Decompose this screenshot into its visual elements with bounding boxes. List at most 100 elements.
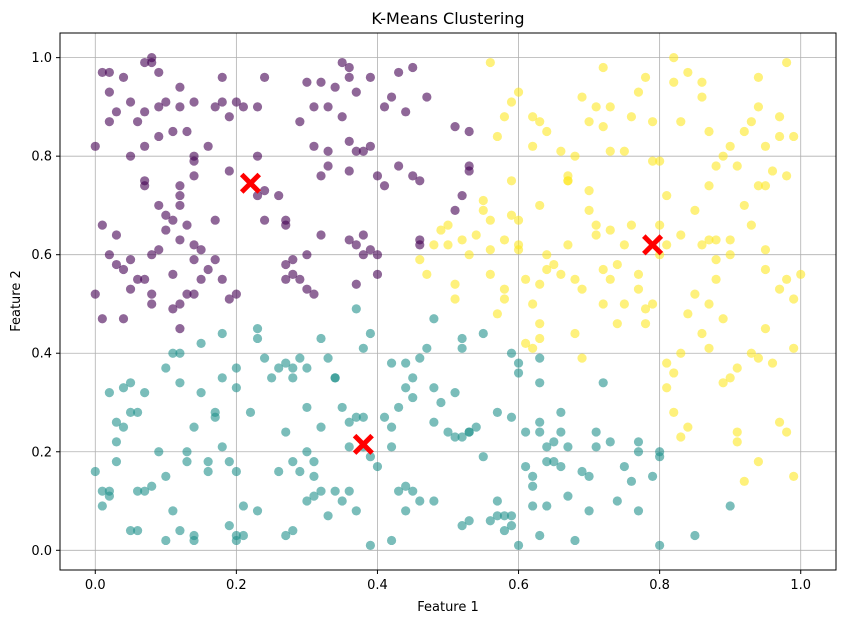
data-point — [443, 220, 453, 230]
data-point — [302, 363, 312, 373]
x-axis-label: Feature 1 — [417, 600, 479, 615]
data-point — [521, 461, 531, 472]
data-point — [528, 343, 538, 353]
data-point — [415, 496, 425, 506]
data-point — [669, 53, 679, 63]
data-point — [577, 284, 587, 294]
data-point — [647, 471, 658, 481]
data-point — [612, 319, 622, 329]
data-point — [196, 388, 206, 398]
data-point — [753, 181, 764, 191]
data-point — [224, 294, 234, 304]
data-point — [492, 511, 502, 521]
data-point — [401, 358, 411, 368]
data-point — [556, 269, 566, 280]
data-point — [640, 304, 651, 314]
data-point — [337, 112, 347, 122]
data-point — [746, 348, 756, 358]
data-point — [647, 156, 658, 166]
data-point — [288, 525, 298, 536]
data-point — [337, 496, 347, 506]
data-point — [189, 171, 199, 181]
data-point — [231, 535, 241, 546]
data-point — [217, 442, 227, 452]
data-point — [309, 491, 319, 501]
data-point — [147, 299, 157, 309]
data-point — [386, 358, 397, 368]
data-point — [196, 245, 206, 255]
data-point — [189, 535, 199, 546]
data-point — [189, 240, 199, 250]
data-point — [281, 274, 291, 284]
data-point — [386, 535, 397, 546]
data-point — [97, 501, 107, 511]
data-point — [506, 412, 517, 422]
data-point — [238, 102, 249, 112]
data-point — [450, 279, 460, 289]
data-point — [535, 200, 545, 211]
data-point — [626, 220, 637, 230]
data-point — [704, 181, 714, 191]
data-point — [125, 97, 136, 107]
data-point — [711, 235, 721, 245]
data-point — [140, 486, 150, 496]
data-point — [485, 57, 495, 68]
data-point — [224, 166, 234, 176]
data-point — [231, 383, 241, 393]
data-point — [274, 190, 284, 201]
data-point — [499, 525, 510, 536]
data-point — [570, 328, 580, 339]
data-point — [535, 117, 545, 127]
data-point — [506, 511, 517, 521]
data-point — [464, 427, 474, 437]
data-point — [683, 309, 693, 319]
data-point — [542, 250, 552, 260]
data-point — [133, 525, 143, 536]
data-point — [429, 496, 439, 506]
data-point — [394, 402, 404, 413]
data-point — [154, 67, 164, 78]
data-point — [676, 432, 686, 442]
data-point — [330, 373, 340, 383]
data-point — [556, 461, 566, 472]
data-point — [457, 343, 467, 353]
data-point — [302, 402, 312, 413]
data-point — [690, 289, 700, 299]
data-point — [316, 486, 326, 496]
data-point — [577, 92, 587, 102]
data-point — [281, 358, 291, 368]
data-point — [415, 353, 425, 363]
data-point — [669, 368, 679, 378]
data-point — [513, 358, 524, 368]
data-point — [125, 378, 136, 388]
data-point — [499, 284, 510, 294]
data-point — [471, 230, 481, 240]
data-point — [309, 471, 319, 481]
x-tick-label: 0.8 — [649, 578, 670, 593]
data-point — [415, 240, 425, 250]
data-point — [704, 126, 714, 137]
data-point — [323, 511, 333, 521]
data-point — [549, 437, 559, 447]
data-point — [182, 126, 192, 137]
data-point — [140, 181, 150, 191]
data-point — [619, 146, 629, 156]
data-point — [161, 225, 171, 235]
data-point — [521, 338, 531, 348]
data-point — [372, 461, 383, 472]
data-point — [302, 77, 312, 87]
data-point — [464, 126, 474, 137]
data-point — [252, 506, 263, 516]
data-point — [309, 141, 319, 151]
data-point — [175, 200, 185, 211]
data-point — [506, 97, 517, 107]
data-point — [577, 353, 587, 363]
data-point — [549, 457, 559, 467]
data-point — [217, 72, 227, 82]
data-point — [697, 240, 707, 250]
data-point — [767, 358, 778, 368]
data-point — [782, 57, 792, 68]
data-point — [464, 166, 474, 176]
data-point — [513, 240, 524, 250]
data-point — [351, 87, 361, 97]
